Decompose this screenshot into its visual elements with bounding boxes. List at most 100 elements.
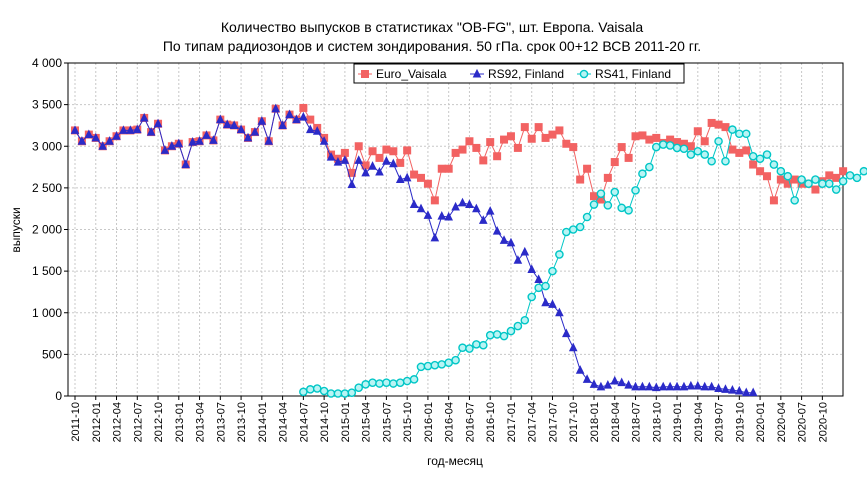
data-point-rs92-finland	[91, 132, 101, 142]
data-point-rs92-finland	[132, 124, 142, 134]
data-point-rs92-finland	[430, 232, 440, 242]
data-point-euro-vaisala	[603, 173, 612, 182]
x-tick-label: 2019-10	[734, 402, 746, 442]
data-point-rs92-finland	[589, 379, 599, 388]
data-point-rs92-finland	[375, 166, 384, 176]
data-point-rs92-finland	[513, 255, 523, 264]
data-point-rs41-finland	[838, 176, 848, 186]
y-tick-label: 0	[55, 389, 62, 403]
data-point-rs92-finland	[402, 172, 412, 182]
data-point-euro-vaisala	[534, 123, 543, 132]
legend-marker-euro-vaisala	[361, 70, 369, 78]
data-point-euro-vaisala	[832, 173, 841, 182]
data-point-euro-vaisala	[417, 173, 425, 182]
data-point-rs92-finland	[119, 125, 128, 134]
data-point-euro-vaisala	[617, 143, 626, 152]
data-point-rs92-finland	[305, 124, 315, 134]
data-point-rs92-finland	[216, 114, 225, 124]
data-point-rs92-finland	[271, 103, 280, 113]
data-point-rs41-finland	[852, 173, 862, 183]
data-point-euro-vaisala	[389, 147, 398, 156]
data-point-rs41-finland	[444, 358, 453, 368]
data-point-rs92-finland	[257, 116, 267, 125]
data-point-euro-vaisala	[354, 142, 363, 151]
data-point-rs92-finland	[98, 141, 107, 150]
data-point-rs92-finland	[361, 167, 370, 177]
data-point-rs41-finland	[402, 376, 412, 386]
data-point-euro-vaisala	[583, 164, 592, 173]
data-point-rs41-finland	[603, 201, 613, 210]
data-point-euro-vaisala	[403, 146, 412, 155]
data-point-rs41-finland	[824, 179, 834, 189]
data-point-rs92-finland	[222, 119, 232, 129]
data-point-rs92-finland	[527, 264, 537, 273]
data-point-rs92-finland	[160, 145, 170, 154]
data-point-rs92-finland	[700, 381, 710, 391]
data-point-euro-vaisala	[458, 145, 467, 154]
data-point-euro-vaisala	[520, 123, 529, 132]
data-point-euro-vaisala	[825, 171, 834, 180]
x-tick-label: 2015-04	[361, 402, 373, 442]
data-point-euro-vaisala	[562, 139, 571, 148]
data-point-rs41-finland	[423, 361, 433, 371]
data-point-rs41-finland	[679, 144, 689, 154]
series-euro-vaisala	[71, 103, 848, 205]
x-tick-label: 2017-01	[506, 402, 518, 442]
data-point-rs92-finland	[70, 125, 80, 134]
data-point-euro-vaisala	[375, 153, 384, 162]
y-tick-label: 1 000	[32, 306, 62, 320]
plot-frame	[67, 62, 844, 397]
data-point-euro-vaisala	[486, 138, 495, 147]
data-point-euro-vaisala	[423, 179, 432, 188]
data-point-rs92-finland	[368, 161, 377, 170]
data-point-rs41-finland	[368, 378, 377, 387]
data-point-rs92-finland	[153, 118, 163, 128]
legend-label-euro-vaisala: Euro_Vaisala	[376, 67, 447, 81]
x-tick-label: 2012-07	[132, 402, 144, 442]
x-tick-label: 2015-01	[340, 402, 352, 442]
x-tick-label: 2016-07	[464, 402, 476, 442]
data-point-rs92-finland	[721, 384, 730, 393]
data-point-rs41-finland	[762, 150, 772, 159]
data-point-euro-vaisala	[735, 148, 744, 157]
data-point-rs41-finland	[541, 281, 550, 291]
data-point-rs41-finland	[776, 166, 786, 176]
data-point-euro-vaisala	[548, 130, 557, 139]
data-point-rs92-finland	[624, 380, 633, 389]
data-point-rs92-finland	[354, 155, 364, 164]
data-point-rs41-finland	[589, 200, 599, 209]
data-point-rs41-finland	[326, 389, 336, 398]
data-point-rs92-finland	[395, 174, 405, 184]
legend-marker-rs92-finland	[472, 68, 482, 78]
data-point-rs41-finland	[312, 384, 322, 393]
data-point-rs92-finland	[568, 342, 578, 352]
y-tick-label: 1 500	[32, 264, 62, 278]
data-point-euro-vaisala	[631, 132, 640, 141]
data-point-rs41-finland	[395, 378, 405, 387]
series-line-rs92-finland	[74, 107, 754, 394]
data-point-rs92-finland	[347, 179, 357, 189]
data-point-rs41-finland	[485, 330, 495, 340]
data-point-euro-vaisala	[756, 167, 765, 176]
x-tick-label: 2016-01	[423, 402, 435, 442]
data-point-euro-vaisala	[728, 145, 737, 154]
data-point-euro-vaisala	[839, 167, 848, 176]
data-point-rs92-finland	[485, 206, 495, 215]
data-point-rs41-finland	[465, 344, 474, 353]
data-point-rs92-finland	[382, 156, 391, 165]
data-point-rs41-finland	[755, 154, 765, 164]
data-point-rs41-finland	[534, 283, 543, 293]
data-point-rs92-finland	[319, 136, 329, 145]
data-point-rs41-finland	[506, 326, 516, 336]
data-point-rs92-finland	[672, 381, 682, 391]
data-point-euro-vaisala	[652, 133, 661, 142]
data-point-rs41-finland	[693, 146, 703, 156]
data-point-rs92-finland	[492, 226, 502, 235]
x-tick-label: 2012-01	[91, 402, 103, 442]
series-rs41-finland	[299, 125, 867, 398]
x-tick-label: 2015-07	[381, 402, 393, 442]
data-point-rs92-finland	[465, 199, 474, 209]
data-point-rs92-finland	[645, 381, 654, 391]
data-point-rs41-finland	[596, 189, 606, 199]
y-tick-label: 500	[42, 347, 62, 361]
